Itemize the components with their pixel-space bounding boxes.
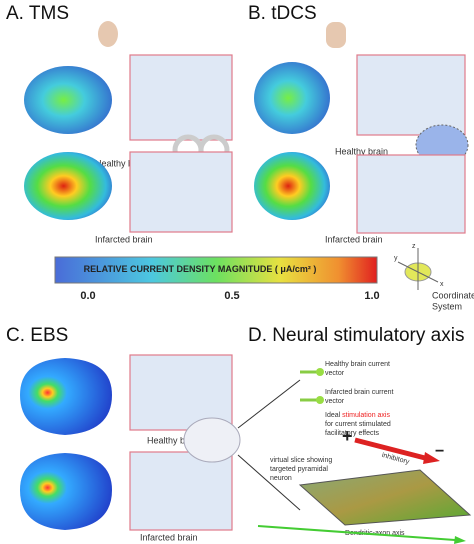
colorbar-tick: 1.0: [364, 290, 379, 302]
plus-sign: +: [342, 426, 353, 446]
coordinate-label: System: [432, 301, 462, 311]
brain: [24, 152, 112, 220]
brain-mesh: [183, 417, 241, 463]
caption: Healthy brain: [335, 146, 388, 156]
colorbar-tick: 0.5: [224, 290, 239, 302]
vector-icon: [316, 396, 324, 404]
minus-sign: −: [435, 443, 444, 460]
arrow-head: [423, 452, 440, 464]
label: virtual slice showing: [270, 457, 332, 464]
label: targeted pyramidal: [270, 466, 328, 473]
label: for current stimulated: [325, 421, 391, 428]
label: Healthy brain current: [325, 361, 390, 368]
brain: [254, 152, 330, 220]
panel-label: A. TMS: [6, 3, 69, 24]
axis-letter: y: [394, 255, 398, 262]
brain: [20, 453, 112, 530]
dendritic-arrow: [257, 525, 456, 541]
axis-letter: z: [412, 243, 416, 250]
colorbar-tick: 0.0: [80, 290, 95, 302]
panel-label: D. Neural stimulatory axis: [248, 325, 464, 346]
head-icon: [98, 21, 118, 47]
caption: Healthy brain: [95, 158, 148, 168]
label: neuron: [270, 475, 292, 482]
head-icon: [326, 22, 346, 48]
connector: [237, 454, 301, 511]
zoom-box: [129, 354, 233, 431]
zoom-box: [129, 451, 233, 531]
colorbar-title: RELATIVE CURRENT DENSITY MAGNITUDE ( μA/…: [84, 264, 317, 274]
coordinate-label: Coordinate: [432, 290, 474, 300]
brain: [254, 62, 330, 134]
label: Ideal stimulation axis: [325, 412, 390, 419]
caption: Infarcted brain: [325, 234, 383, 244]
label: facilitatory effects: [325, 430, 379, 437]
label: Infarcted brain current: [325, 389, 394, 396]
label: vector: [325, 370, 345, 377]
zoom-box: [356, 54, 466, 136]
panel-label: C. EBS: [6, 325, 68, 346]
axis-letter: x: [440, 281, 444, 288]
caption: Infarcted brain: [140, 532, 198, 542]
colorbar: [54, 256, 378, 284]
vector-icon: [316, 368, 324, 376]
arrow-head: [454, 536, 466, 544]
stimulation-arrow: [354, 437, 426, 461]
panel-label: B. tDCS: [248, 3, 317, 24]
brain: [24, 66, 112, 134]
zoom-box: [129, 54, 233, 141]
axis: [397, 261, 439, 283]
caption: Infarcted brain: [95, 234, 153, 244]
brain: [20, 358, 112, 435]
label: vector: [325, 398, 345, 405]
zoom-box: [129, 151, 233, 233]
neuron-slice: [298, 469, 472, 526]
zoom-box: [356, 154, 466, 234]
caption: Healthy brain: [147, 435, 200, 445]
connector: [237, 379, 301, 429]
